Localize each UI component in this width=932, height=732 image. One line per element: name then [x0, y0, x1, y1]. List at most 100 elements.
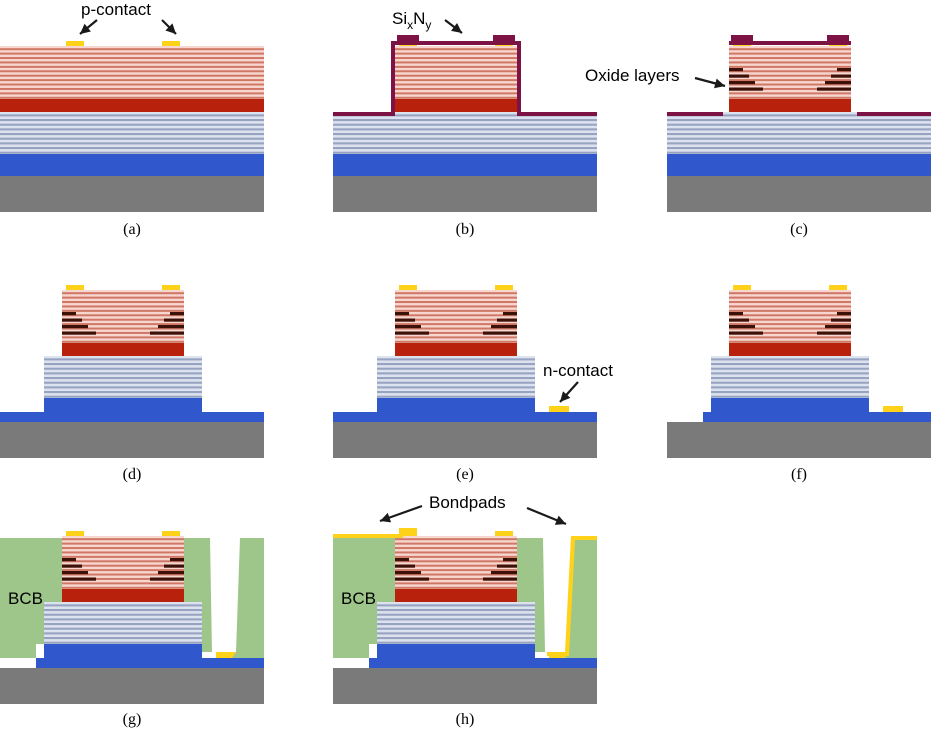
top-dbr-stripe: [729, 340, 851, 343]
top-dbr-stripe: [395, 301, 517, 304]
top-dbr-stripe: [395, 96, 517, 99]
bottom-dbr-stripe: [377, 641, 535, 644]
oxide-bar-right: [497, 318, 517, 322]
bottom-dbr-stripe: [711, 372, 869, 375]
bottom-dbr-stripe: [667, 133, 931, 136]
n-doped-layer: [667, 154, 931, 176]
bottom-dbr-stripe: [44, 604, 202, 607]
bottom-dbr: [333, 112, 597, 154]
sixny-n: N: [413, 9, 425, 28]
top-dbr-stripe: [62, 551, 184, 554]
bottom-dbr: [711, 356, 869, 398]
substrate: [333, 176, 597, 212]
oxide-bar-left: [62, 325, 88, 329]
top-dbr-bg: [0, 46, 264, 99]
oxide-bar-left: [62, 564, 82, 568]
active-region: [0, 99, 264, 112]
top-dbr-stripe: [729, 52, 851, 55]
bondpad-arrow-left: [379, 504, 423, 523]
oxide-bar-left: [395, 331, 429, 335]
top-dbr-stripe: [729, 309, 851, 312]
bottom-dbr-stripe: [333, 128, 597, 131]
p-contact-left: [66, 285, 84, 290]
panel-g: [0, 531, 264, 704]
bottom-dbr-stripe: [333, 137, 597, 140]
bondpad-arrow-left-head: [380, 512, 392, 523]
top-dbr-stripe: [395, 323, 517, 326]
active-region: [395, 589, 517, 602]
top-dbr-stripe: [395, 577, 517, 580]
top-dbr-stripe: [395, 551, 517, 554]
oxide-bar-right: [503, 312, 517, 316]
top-dbr-stripe: [729, 79, 851, 82]
n-contact-arrow-head: [560, 391, 571, 402]
bottom-dbr: [377, 356, 535, 398]
top-dbr-stripe: [62, 555, 184, 558]
top-dbr-stripe: [729, 336, 851, 339]
bottom-dbr-stripe: [0, 151, 264, 154]
n-contact-label: n-contact: [543, 361, 613, 380]
bottom-dbr-stripe: [44, 623, 202, 626]
top-dbr-stripe: [395, 331, 517, 334]
sixny-y: y: [425, 18, 431, 32]
top-dbr-stripe: [62, 314, 184, 317]
nitride-field-right: [857, 112, 931, 116]
oxide-layers: [729, 68, 851, 91]
bondpad-arrow-right: [526, 506, 567, 526]
top-dbr-stripe: [729, 87, 851, 90]
substrate: [667, 176, 931, 212]
top-dbr-stripe: [0, 61, 264, 64]
nitride-cap-left: [397, 35, 419, 41]
top-dbr-stripe: [62, 318, 184, 321]
top-dbr: [729, 290, 851, 343]
substrate: [667, 422, 931, 458]
substrate: [0, 668, 264, 704]
p-contact-arrow-right: [161, 19, 177, 35]
bottom-dbr-stripe: [44, 627, 202, 630]
bondpad-p: [333, 534, 403, 538]
caption-c: (c): [790, 221, 808, 238]
top-dbr-stripe: [729, 331, 851, 334]
bottom-dbr-stripe: [0, 119, 264, 122]
bottom-dbr-stripe: [711, 386, 869, 389]
oxide-bar-left: [729, 74, 749, 78]
bottom-dbr-stripe: [0, 142, 264, 145]
top-dbr-stripe: [62, 296, 184, 299]
active-region: [729, 343, 851, 356]
oxide-bar-left: [62, 558, 76, 562]
bottom-dbr-stripe: [377, 358, 535, 361]
top-dbr-stripe: [395, 547, 517, 550]
caption-e: (e): [456, 466, 474, 483]
n-doped-field: [333, 412, 597, 422]
p-contact-right: [162, 285, 180, 290]
bottom-dbr: [667, 112, 931, 154]
sixny-arrow: [444, 19, 463, 34]
bottom-dbr-stripe: [377, 386, 535, 389]
top-dbr-stripe: [729, 314, 851, 317]
bottom-dbr-stripe: [0, 147, 264, 150]
bottom-dbr-stripe: [44, 377, 202, 380]
top-dbr-stripe: [729, 323, 851, 326]
bottom-dbr-stripe: [377, 372, 535, 375]
top-dbr-stripe: [62, 336, 184, 339]
n-contact: [883, 406, 903, 412]
bottom-dbr-stripe: [0, 123, 264, 126]
top-dbr-stripe: [62, 586, 184, 589]
bottom-dbr-stripe: [377, 623, 535, 626]
panel-e: [333, 285, 597, 458]
bottom-dbr-stripe: [44, 386, 202, 389]
top-dbr-stripe: [729, 305, 851, 308]
top-dbr-stripe: [395, 569, 517, 572]
bottom-dbr-stripe: [667, 151, 931, 154]
bottom-dbr-stripe: [377, 618, 535, 621]
panel-h: [333, 528, 597, 704]
n-doped-field: [0, 412, 264, 422]
n-doped-field: [703, 412, 931, 422]
p-contact-arrow-left: [79, 19, 98, 35]
oxide-bar-right: [170, 312, 184, 316]
top-dbr-stripe: [395, 296, 517, 299]
p-contact-arrow-left-head: [80, 23, 91, 34]
top-dbr-stripe: [0, 96, 264, 99]
top-dbr-stripe: [729, 48, 851, 51]
bottom-dbr-stripe: [0, 133, 264, 136]
